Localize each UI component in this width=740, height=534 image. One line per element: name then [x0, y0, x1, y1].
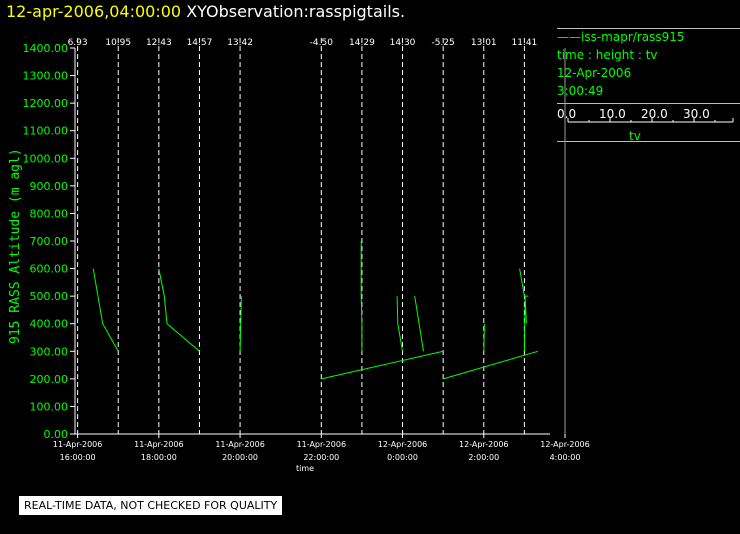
profile-label: 6.93 [68, 38, 88, 48]
legend-scale-tick: 10.0 [599, 107, 626, 121]
x-tick-time: 0:00:00 [387, 453, 418, 462]
legend-scale-tick: 30.0 [683, 107, 710, 121]
axes [70, 47, 566, 438]
y-tick-label: 1100.00 [23, 125, 69, 138]
y-tick-label: 1200.00 [23, 97, 69, 110]
legend-date: 12-Apr-2006 [557, 66, 632, 80]
y-tick-label: 1000.00 [23, 152, 69, 165]
legend-scale-tick: 20.0 [641, 107, 668, 121]
x-tick-time: 22:00:00 [303, 453, 339, 462]
y-tick-label: 0.00 [44, 428, 69, 441]
x-tick-date: 12-Apr-2006 [459, 440, 508, 449]
y-tick-label: 200.00 [30, 373, 69, 386]
series-trace [414, 296, 424, 352]
page-title: 12-apr-2006,04:00:00 XYObservation:rassp… [6, 2, 405, 21]
legend-scale-bar [567, 118, 734, 123]
y-tick-label: 900.00 [30, 180, 69, 193]
x-tick-time: 4:00:00 [550, 453, 581, 462]
x-tick-time: 18:00:00 [141, 453, 177, 462]
series-trace [239, 296, 242, 352]
y-tick-label: 400.00 [30, 318, 69, 331]
x-tick-date: 12-Apr-2006 [378, 440, 427, 449]
legend-top-divider [557, 28, 740, 29]
x-tick-time: 16:00:00 [60, 453, 96, 462]
profile-label: 11.41 [512, 38, 538, 48]
y-tick-label: 100.00 [30, 400, 69, 413]
series-trace [360, 241, 363, 352]
profile-label: 14.29 [349, 38, 375, 48]
x-tick-date: 12-Apr-2006 [540, 440, 589, 449]
x-tick-time: 20:00:00 [222, 453, 258, 462]
profile-label: -5.25 [432, 38, 455, 48]
y-tick-label: 500.00 [30, 290, 69, 303]
x-tick-time: 2:00:00 [468, 453, 499, 462]
x-tick-date: 11-Apr-2006 [215, 440, 264, 449]
legend-variables: time : height : tv [557, 48, 658, 62]
profile-label: 13.01 [471, 38, 497, 48]
x-tick-date: 11-Apr-2006 [297, 440, 346, 449]
y-tick-label: 600.00 [30, 263, 69, 276]
series-trace [523, 296, 527, 352]
profile-label: 12.43 [146, 38, 172, 48]
profile-label: -4.50 [310, 38, 334, 48]
x-tick-date: 11-Apr-2006 [134, 440, 183, 449]
tick-labels: 6.93 10.95 12.43 14.57 13.42 -4.50 14.29 14.30 -… [23, 38, 590, 473]
legend-scale-tick: 0.0 [557, 107, 577, 121]
legend-mid-divider [557, 103, 740, 104]
title-date-time: 12-apr-2006,04:00:00 [6, 2, 182, 21]
series-trace [396, 296, 403, 352]
profile-label: 13.42 [227, 38, 253, 48]
y-tick-label: 700.00 [30, 235, 69, 248]
title-text: XYObservation:rasspigtails. [186, 2, 406, 21]
x-tick-date: 11-Apr-2006 [53, 440, 102, 449]
legend-scale-name: tv [629, 129, 641, 143]
series-trace [321, 350, 444, 380]
profile-lines [77, 38, 566, 434]
profile-label: 14.30 [390, 38, 416, 48]
series-trace [158, 268, 200, 352]
series-trace [443, 350, 539, 380]
y-tick-label: 1400.00 [23, 42, 69, 55]
legend-series-label: ——iss-mapr/rass915 [557, 30, 685, 44]
quality-notice: REAL-TIME DATA, NOT CHECKED FOR QUALITY [19, 496, 283, 515]
y-axis-label: 915 RASS Altitude (m agl) [8, 148, 23, 344]
series-trace [519, 268, 529, 297]
x-axis-label: time [296, 464, 314, 473]
series-trace [92, 268, 119, 352]
series-trace [483, 323, 485, 352]
profile-label: 14.57 [187, 38, 213, 48]
y-tick-label: 800.00 [30, 207, 69, 220]
legend-time: 3:00:49 [557, 84, 604, 98]
y-tick-label: 300.00 [30, 345, 69, 358]
series-traces [92, 241, 539, 380]
y-tick-label: 1300.00 [23, 70, 69, 83]
profile-label: 10.95 [105, 38, 131, 48]
legend-bottom-divider [557, 141, 740, 142]
